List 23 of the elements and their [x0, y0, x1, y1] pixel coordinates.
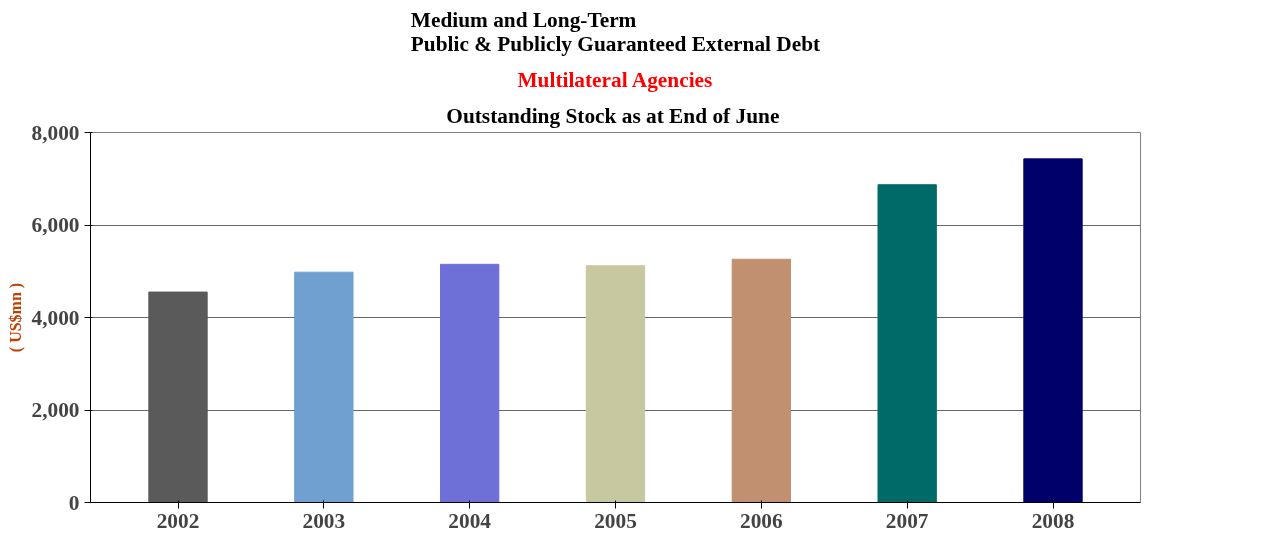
bar [1023, 158, 1083, 503]
x-tick-label: 2003 [302, 508, 346, 533]
y-tick-label: 0 [68, 490, 80, 515]
x-tick-label: 2005 [594, 508, 637, 533]
bar [877, 184, 937, 503]
x-tick-label: 2004 [448, 508, 492, 533]
y-tick-label: 4,000 [31, 305, 80, 330]
y-tick-label: 8,000 [31, 120, 80, 145]
x-tick-label: 2006 [740, 508, 783, 533]
y-tick-label: 6,000 [31, 213, 80, 237]
y-tick-label: 2,000 [31, 398, 80, 422]
bar [148, 291, 208, 503]
y-axis-title: ( US$mn ) [6, 282, 25, 353]
bar [585, 265, 646, 503]
x-tick-label: 2007 [885, 508, 929, 533]
bar [440, 263, 500, 503]
x-tick-label: 2008 [1031, 508, 1075, 533]
text: Outstanding Stock as at End of June [446, 103, 780, 128]
chart-title: Medium and Long-Term Public & Publicly Guaranteed External Debt [410, 7, 822, 56]
x-tick-label: 2002 [156, 508, 200, 533]
bar [731, 258, 791, 503]
chart-subtitle: Multilateral Agencies [517, 67, 713, 92]
bar [294, 271, 354, 503]
